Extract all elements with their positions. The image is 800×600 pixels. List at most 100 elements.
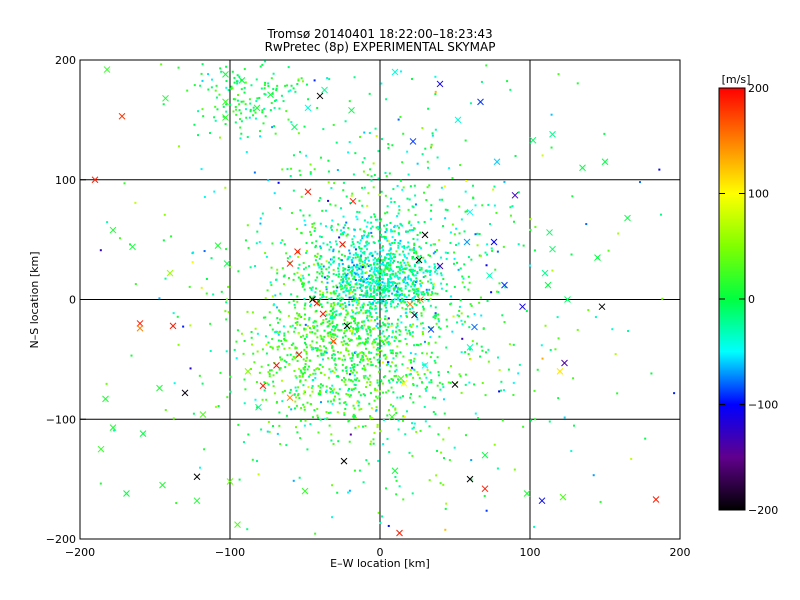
data-point: [348, 284, 351, 287]
data-point: [493, 185, 496, 188]
data-point: [425, 352, 428, 355]
data-point: [387, 409, 390, 412]
data-point: [394, 238, 397, 241]
data-point: [464, 383, 467, 386]
data-point: [314, 246, 317, 249]
data-point: [411, 422, 414, 425]
data-point: [348, 252, 351, 255]
data-point: [360, 268, 363, 271]
data-point: [376, 358, 379, 361]
data-point: [448, 167, 451, 170]
data-point: [321, 296, 324, 299]
data-point: [470, 304, 473, 307]
data-point: [299, 174, 302, 177]
data-point: [357, 353, 360, 356]
data-point: [530, 419, 533, 422]
data-point: [434, 314, 437, 317]
data-point: [314, 279, 317, 282]
data-point: [310, 233, 313, 236]
data-point: [350, 272, 353, 275]
data-point: [289, 388, 292, 391]
data-point: [344, 342, 347, 345]
data-point: [246, 528, 249, 531]
data-point: [315, 309, 318, 312]
data-point: [311, 241, 314, 244]
cross-marker: [549, 130, 556, 138]
data-point: [332, 336, 335, 339]
data-point: [464, 373, 467, 376]
cross-marker: [123, 490, 130, 497]
data-point: [266, 382, 269, 385]
data-point: [325, 260, 328, 263]
data-point: [380, 138, 383, 141]
data-point: [364, 292, 367, 295]
data-point: [256, 230, 259, 233]
data-point: [373, 174, 376, 177]
data-point: [441, 198, 444, 201]
data-point: [332, 349, 335, 352]
data-point: [434, 265, 437, 268]
colorbar-tick-label: −200: [748, 504, 778, 517]
data-point: [318, 199, 321, 202]
data-point: [339, 299, 342, 302]
data-point: [311, 348, 314, 351]
data-point: [337, 302, 340, 305]
data-point: [509, 88, 512, 91]
data-point: [410, 300, 413, 303]
data-point: [366, 292, 369, 295]
data-point: [429, 278, 432, 281]
data-point: [439, 482, 442, 485]
data-point: [327, 334, 330, 337]
cross-marker: [397, 375, 405, 382]
data-point: [365, 225, 368, 228]
data-point: [292, 278, 295, 281]
data-point: [412, 426, 415, 429]
data-point: [377, 266, 380, 269]
data-point: [288, 347, 291, 350]
data-point: [356, 253, 359, 256]
data-point: [347, 227, 350, 230]
data-point: [240, 332, 243, 335]
data-point: [411, 248, 414, 251]
data-point: [400, 266, 403, 269]
data-point: [277, 339, 280, 342]
data-point: [294, 346, 297, 349]
data-point: [226, 396, 229, 399]
data-point: [335, 375, 338, 378]
cross-marker: [162, 94, 169, 102]
data-point: [287, 330, 290, 333]
data-point: [381, 382, 384, 385]
data-point: [385, 309, 388, 312]
data-point: [417, 373, 420, 376]
data-point: [376, 279, 379, 282]
data-point: [507, 368, 510, 371]
cross-marker: [546, 229, 553, 236]
data-point: [361, 204, 364, 207]
data-point: [192, 251, 195, 254]
data-point: [354, 279, 357, 282]
data-point: [304, 341, 307, 344]
data-point: [368, 269, 371, 272]
data-point: [375, 406, 378, 409]
data-point: [347, 393, 350, 396]
data-point: [338, 388, 341, 391]
data-point: [387, 389, 390, 392]
data-point: [366, 340, 369, 343]
data-point: [402, 186, 405, 189]
data-point: [385, 299, 388, 302]
data-point: [222, 115, 225, 118]
data-point: [309, 298, 312, 301]
data-point: [388, 381, 391, 384]
data-points: [91, 60, 676, 537]
data-point: [356, 344, 359, 347]
data-point: [172, 312, 175, 315]
data-point: [411, 257, 414, 260]
data-point: [356, 286, 359, 289]
data-point: [302, 261, 305, 264]
data-point: [361, 270, 364, 273]
data-point: [404, 433, 407, 436]
data-point: [383, 286, 386, 289]
data-point: [444, 208, 447, 211]
cross-marker: [295, 351, 303, 358]
data-point: [405, 230, 408, 233]
